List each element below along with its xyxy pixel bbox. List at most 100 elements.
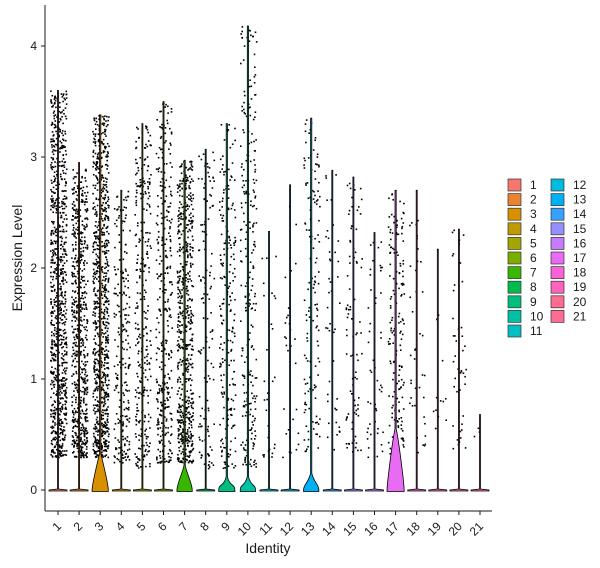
- data-point: [126, 348, 128, 351]
- data-point: [136, 281, 138, 284]
- data-point: [142, 372, 145, 374]
- data-point: [186, 245, 189, 247]
- data-point: [101, 388, 104, 391]
- data-point: [84, 415, 87, 418]
- data-point: [54, 177, 57, 180]
- data-point: [380, 331, 382, 334]
- data-point: [244, 361, 246, 363]
- data-point: [177, 349, 180, 351]
- data-point: [146, 156, 149, 158]
- data-point: [54, 240, 57, 243]
- data-point: [97, 229, 100, 231]
- data-point: [135, 173, 137, 176]
- data-point: [52, 415, 55, 418]
- data-point: [177, 453, 179, 456]
- data-point: [103, 187, 106, 190]
- data-point: [84, 441, 87, 444]
- data-point: [351, 442, 354, 444]
- data-point: [74, 431, 76, 434]
- data-point: [103, 324, 106, 326]
- data-point: [117, 378, 119, 380]
- data-point: [74, 301, 76, 304]
- data-point: [253, 159, 255, 161]
- data-point: [185, 246, 188, 249]
- data-point: [245, 192, 248, 195]
- data-point: [86, 217, 88, 219]
- data-point: [97, 133, 100, 136]
- data-point: [252, 224, 254, 226]
- data-point: [96, 270, 98, 272]
- data-point: [170, 413, 173, 415]
- data-point: [97, 408, 99, 410]
- data-point: [51, 427, 54, 430]
- data-point: [186, 305, 189, 307]
- data-point: [178, 231, 181, 233]
- data-point: [94, 451, 96, 453]
- data-point: [177, 441, 180, 443]
- data-point: [366, 438, 369, 440]
- data-point: [62, 190, 65, 193]
- data-point: [52, 200, 55, 202]
- data-point: [65, 241, 67, 244]
- data-point: [81, 379, 84, 381]
- data-point: [313, 283, 315, 286]
- data-point: [345, 329, 348, 331]
- data-point: [134, 389, 137, 391]
- data-point: [227, 453, 230, 455]
- data-point: [166, 406, 169, 408]
- data-point: [101, 282, 103, 285]
- data-point: [63, 310, 65, 312]
- data-point: [145, 312, 147, 314]
- data-point: [63, 361, 66, 364]
- data-point: [212, 464, 215, 466]
- data-point: [97, 333, 99, 336]
- data-point: [316, 153, 319, 156]
- data-point: [122, 462, 124, 464]
- data-point: [72, 359, 75, 362]
- data-point: [86, 248, 89, 250]
- data-point: [115, 225, 118, 228]
- data-point: [230, 398, 233, 401]
- data-point: [338, 426, 341, 428]
- data-point: [117, 458, 120, 461]
- data-point: [166, 387, 169, 390]
- data-point: [178, 214, 180, 216]
- data-point: [72, 282, 74, 285]
- data-point: [312, 247, 315, 249]
- data-point: [84, 413, 87, 415]
- data-point: [92, 268, 95, 271]
- data-point: [95, 444, 97, 446]
- data-point: [220, 440, 222, 442]
- data-point: [169, 227, 171, 230]
- data-point: [55, 205, 58, 207]
- data-point: [104, 392, 107, 394]
- data-point: [327, 237, 330, 240]
- data-point: [108, 277, 110, 280]
- data-point: [159, 275, 161, 277]
- data-point: [292, 418, 294, 421]
- data-point: [103, 424, 106, 427]
- data-point: [114, 246, 116, 249]
- data-point: [145, 428, 147, 431]
- data-point: [221, 438, 223, 441]
- data-point: [346, 275, 349, 277]
- data-point: [82, 194, 84, 197]
- data-point: [72, 353, 75, 355]
- data-point: [101, 266, 104, 268]
- data-point: [71, 274, 73, 276]
- data-point: [335, 421, 338, 424]
- data-point: [79, 445, 82, 447]
- data-point: [191, 402, 194, 405]
- data-point: [319, 205, 321, 208]
- data-point: [125, 330, 128, 333]
- data-point: [100, 348, 103, 351]
- data-point: [189, 374, 192, 376]
- data-point: [58, 392, 61, 394]
- data-point: [144, 182, 146, 185]
- data-point: [178, 249, 181, 251]
- data-point: [240, 33, 242, 35]
- data-point: [72, 331, 74, 333]
- data-point: [122, 363, 124, 366]
- data-point: [253, 419, 256, 422]
- data-point: [345, 443, 348, 445]
